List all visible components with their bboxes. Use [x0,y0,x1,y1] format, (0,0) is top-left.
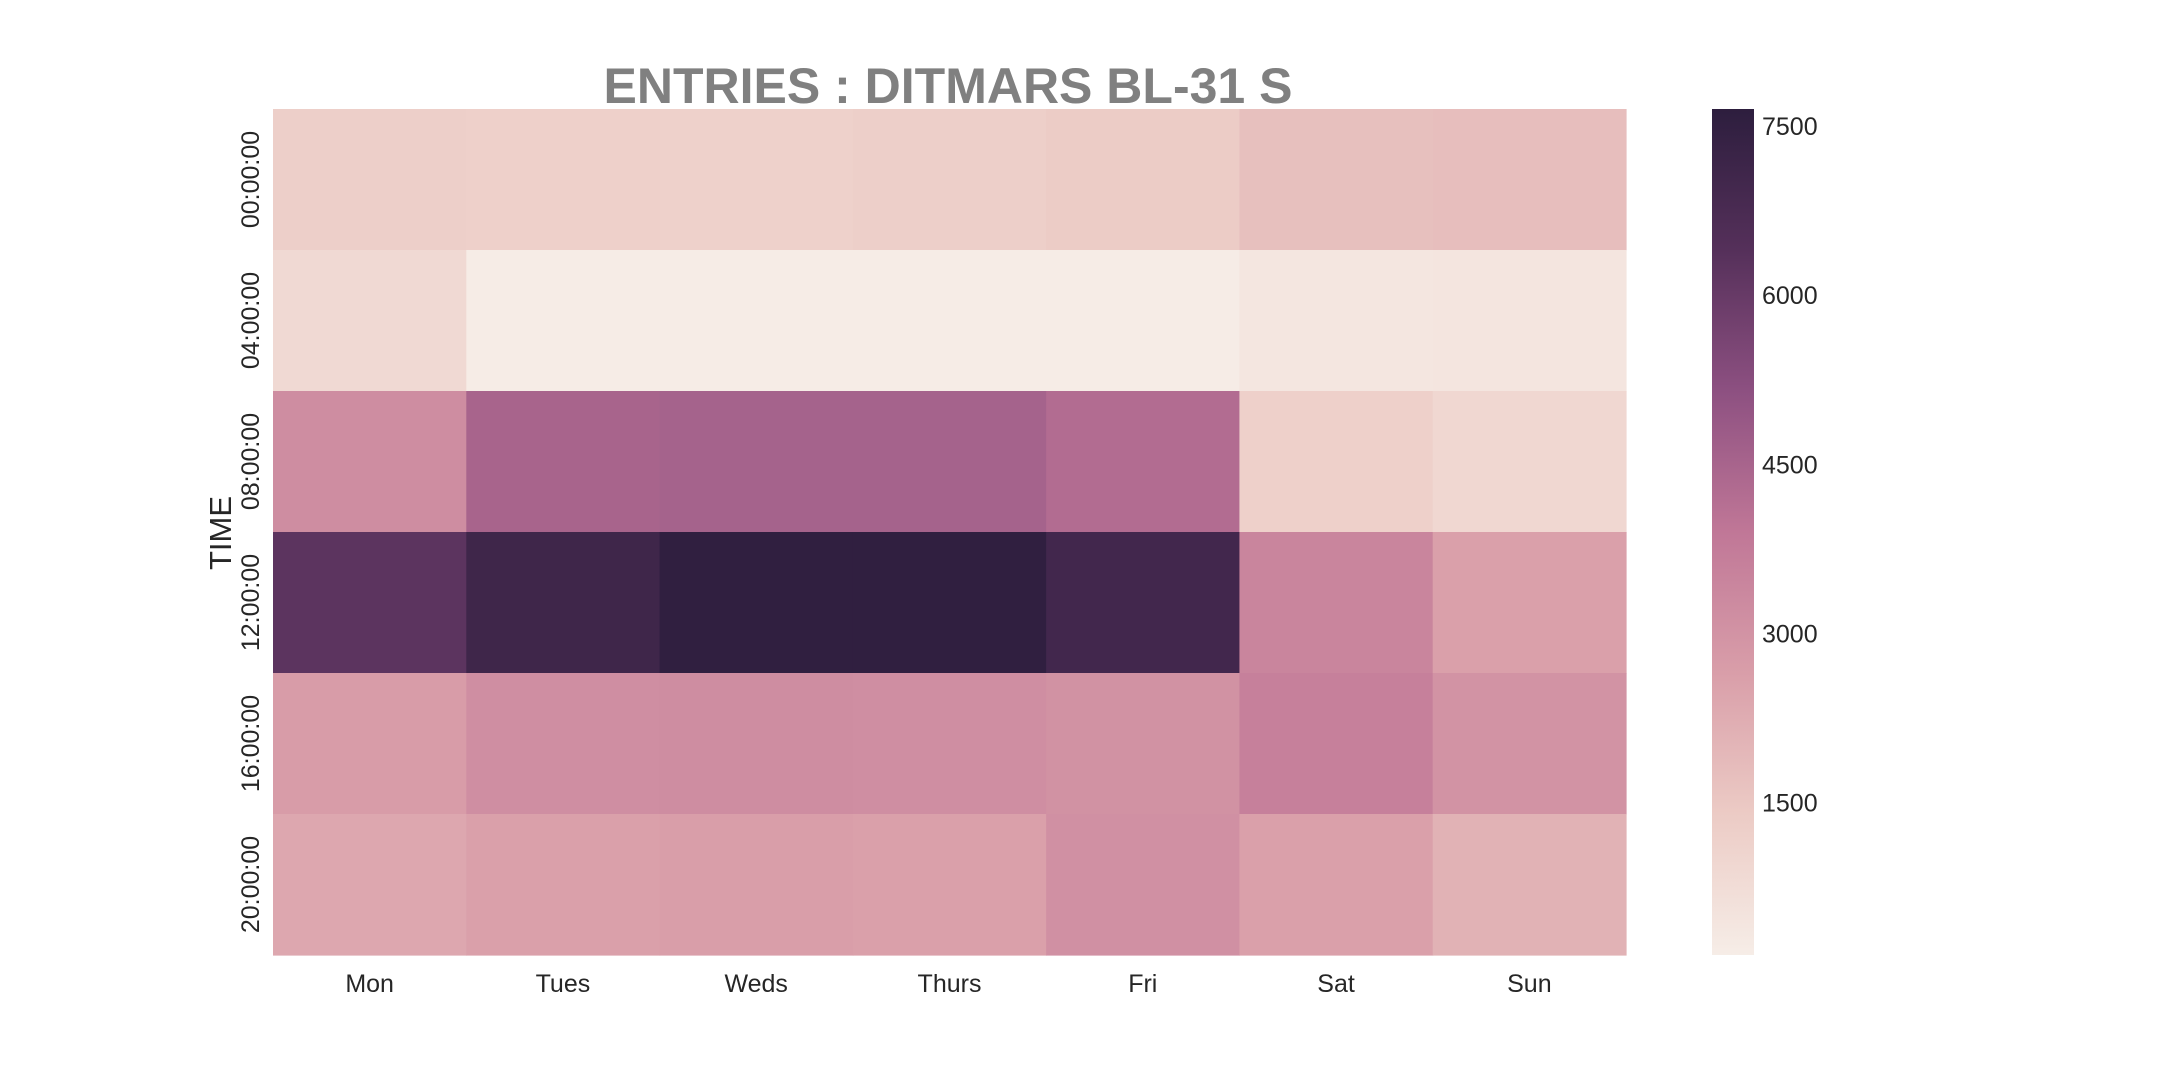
heatmap-cell [852,673,1047,815]
heatmap-cell [1239,673,1434,815]
heatmap-cell [466,391,661,533]
heatmap-cell [273,532,467,674]
heatmap-cell [1432,814,1627,956]
y-tick-label: 08:00:00 [237,413,265,510]
colorbar-tick-label: 4500 [1762,451,1818,479]
heatmap-cell [1046,391,1241,533]
heatmap-cell [852,109,1047,251]
heatmap-cell [659,109,854,251]
heatmap-cell [1239,391,1434,533]
heatmap-cell [852,814,1047,956]
heatmap-cell [659,814,854,956]
heatmap-cell [1239,109,1434,251]
colorbar-tick-labels: 1500 3000 4500 6000 7500 [1762,113,1818,818]
heatmap-cell [1239,814,1434,956]
heatmap-cell [273,250,467,392]
chart-title: ENTRIES : DITMARS BL-31 S [604,58,1293,114]
x-tick-labels: Mon Tues Weds Thurs Fri Sat Sun [345,970,1551,998]
heatmap-cell [1046,532,1241,674]
heatmap-cell [466,532,661,674]
y-tick-labels: 00:00:00 04:00:00 08:00:00 12:00:00 16:00:00… [237,131,265,933]
y-tick-label: 04:00:00 [237,272,265,369]
x-tick-label: Fri [1128,970,1157,998]
heatmap-cell [466,814,661,956]
heatmap-cell [1432,250,1627,392]
heatmap-cell [1432,391,1627,533]
heatmap-cell [1432,532,1627,674]
y-axis-label: TIME [203,496,238,570]
heatmap-cell [273,109,467,251]
colorbar-tick-label: 6000 [1762,282,1818,310]
heatmap-cell [273,673,467,815]
heatmap-cell [659,673,854,815]
x-tick-label: Thurs [918,970,982,998]
heatmap-cell [659,250,854,392]
heatmap-cell [466,673,661,815]
heatmap-cell [1239,250,1434,392]
heatmap-cell [273,391,467,533]
x-tick-label: Weds [724,970,787,998]
colorbar-tick-label: 3000 [1762,621,1818,649]
colorbar [1712,109,1754,955]
heatmap-cell [1046,250,1241,392]
y-tick-label: 20:00:00 [237,836,265,933]
heatmap-cell [852,391,1047,533]
heatmap-cell [273,814,467,956]
x-tick-label: Sat [1317,970,1355,998]
heatmap-cell [466,109,661,251]
heatmap-cell [852,250,1047,392]
heatmap-cell [1239,532,1434,674]
x-tick-label: Sun [1507,970,1551,998]
heatmap-cell [1046,673,1241,815]
colorbar-tick-label: 7500 [1762,113,1818,141]
heatmap-cell [1432,109,1627,251]
heatmap-cell [466,250,661,392]
heatmap-cells [273,109,1627,956]
heatmap-cell [1046,109,1241,251]
heatmap-cell [852,532,1047,674]
y-tick-label: 00:00:00 [237,131,265,228]
y-tick-label: 16:00:00 [237,695,265,792]
x-tick-label: Tues [536,970,591,998]
heatmap-cell [659,391,854,533]
heatmap-cell [659,532,854,674]
y-tick-label: 12:00:00 [237,554,265,651]
x-tick-label: Mon [345,970,394,998]
colorbar-tick-label: 1500 [1762,790,1818,818]
heatmap-cell [1046,814,1241,956]
heatmap-cell [1432,673,1627,815]
